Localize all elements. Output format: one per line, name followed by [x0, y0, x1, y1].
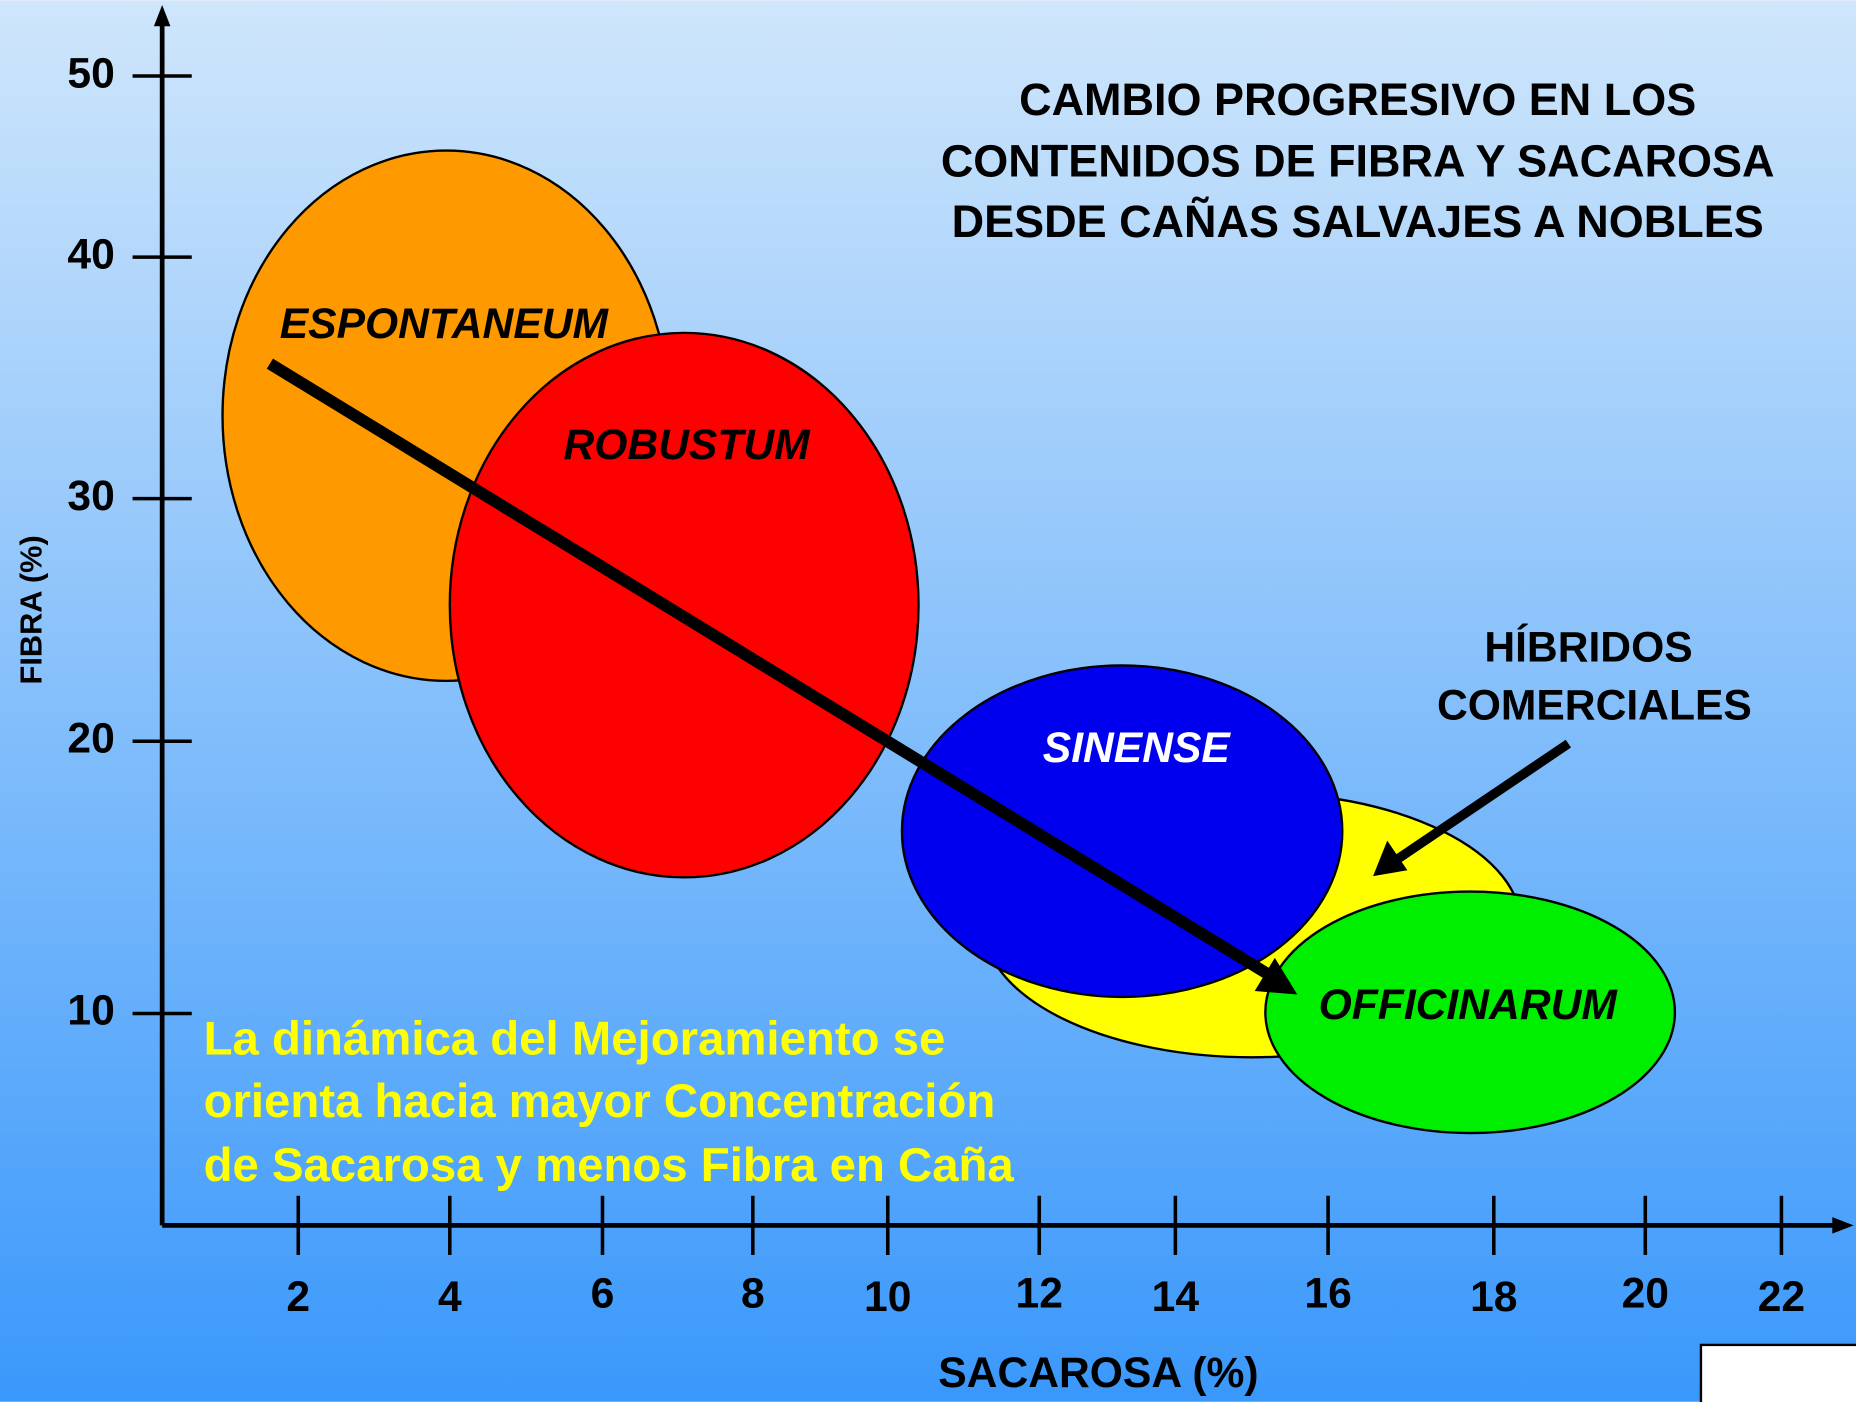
- y-axis-arrow: [153, 5, 171, 27]
- note-line: de Sacarosa y menos Fibra en Caña: [204, 1139, 1015, 1192]
- title-line: CONTENIDOS DE FIBRA Y SACAROSA: [941, 136, 1775, 187]
- y-axis-label: FIBRA (%): [13, 535, 48, 684]
- group-label: OFFICINARUM: [1319, 981, 1619, 1029]
- y-tick-label: 10: [67, 987, 114, 1035]
- group-label: ESPONTANEUM: [280, 300, 610, 348]
- x-tick-label: 2: [286, 1273, 310, 1321]
- note-line: La dinámica del Mejoramiento se: [204, 1012, 946, 1065]
- trend-arrow: [266, 358, 1270, 979]
- y-tick-label: 50: [67, 49, 114, 97]
- annotation-arrowhead: [1373, 840, 1408, 877]
- annotation-arrow: [1394, 739, 1572, 864]
- x-tick-label: 8: [741, 1270, 765, 1318]
- x-tick-label: 10: [864, 1273, 911, 1321]
- x-tick-label: 18: [1470, 1273, 1517, 1321]
- x-tick-label: 4: [438, 1273, 462, 1321]
- x-tick-label: 22: [1758, 1273, 1805, 1321]
- y-tick-label: 30: [67, 472, 114, 520]
- y-ticks: 50 40 30 20 10: [67, 49, 192, 1035]
- x-tick-label: 12: [1016, 1270, 1063, 1318]
- x-axis-arrow: [1832, 1217, 1854, 1234]
- x-tick-label: 20: [1622, 1270, 1669, 1318]
- x-tick-label: 6: [591, 1270, 615, 1318]
- logo: [1699, 1343, 1856, 1402]
- trend-arrowhead: [1254, 957, 1298, 995]
- ellipse-robustum: [448, 331, 920, 879]
- x-tick-label: 16: [1304, 1270, 1351, 1318]
- note-line: orienta hacia mayor Concentración: [204, 1075, 996, 1128]
- y-tick-label: 20: [67, 714, 114, 762]
- y-tick-label: 40: [67, 230, 114, 278]
- ellipse-officinarum: [1264, 890, 1677, 1135]
- x-tick-label: 14: [1152, 1273, 1200, 1321]
- x-ticks: 2 4 6 8 10 12 14 16 18 20 22: [286, 1195, 1805, 1321]
- ellipse-sinense: [900, 664, 1344, 999]
- title-line: DESDE CAÑAS SALVAJES A NOBLES: [952, 196, 1764, 247]
- group-label: ROBUSTUM: [563, 421, 811, 469]
- title-line: CAMBIO PROGRESIVO EN LOS: [1019, 74, 1696, 125]
- annotation-line: HÍBRIDOS: [1484, 623, 1692, 671]
- group-label: SINENSE: [1043, 724, 1232, 772]
- x-axis-label: SACAROSA (%): [938, 1349, 1258, 1397]
- annotation-line: COMERCIALES: [1437, 681, 1752, 729]
